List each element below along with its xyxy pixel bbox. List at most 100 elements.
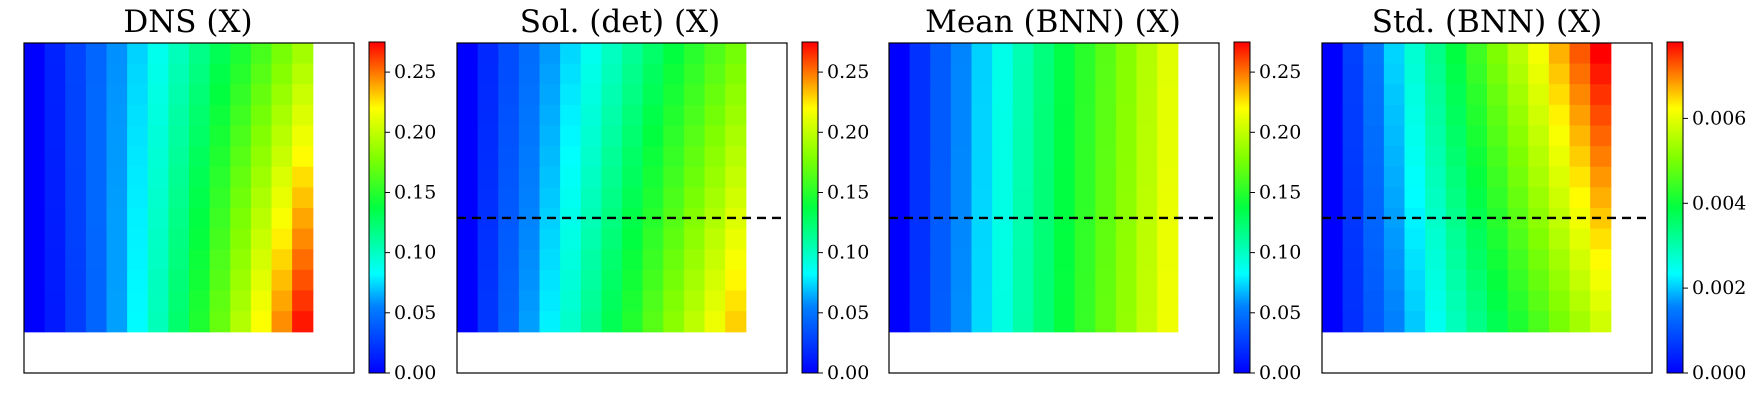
heatmap-cell [539,146,561,168]
heatmap-cell [24,166,46,188]
heatmap-cell [1507,104,1529,127]
heatmap-cell [1569,166,1591,188]
heatmap-cell [580,166,602,188]
heatmap-cell [1115,166,1138,188]
heatmap-cell [24,63,46,85]
heatmap-cell [1507,249,1529,271]
heatmap-cell [1466,187,1488,209]
heatmap-cell [271,104,293,127]
heatmap-cell [1404,269,1426,292]
heatmap-cell [1383,187,1406,209]
heatmap-cell [1033,311,1055,333]
heatmap-cell [498,125,520,147]
heatmap-cell [663,269,685,292]
heatmap-cell [909,104,931,127]
heatmap-cell [1363,146,1385,168]
heatmap-cell [209,104,231,127]
heatmap-cell [1466,63,1488,85]
heatmap-cell [1404,63,1426,85]
colorbar-tick-label: 0.25 [1259,61,1301,83]
heatmap-cell [24,84,46,106]
heatmap-cell [85,249,108,271]
heatmap-cell [1115,43,1138,65]
heatmap-cell [539,63,561,85]
heatmap-cell [930,290,952,312]
heatmap-cell [127,146,149,168]
heatmap-cell [1590,125,1612,147]
heatmap-cell [601,63,623,85]
heatmap-cell [971,269,993,292]
heatmap-cell [209,228,231,250]
heatmap-cell [1363,166,1385,188]
colorbar-tick-label: 0.15 [1259,182,1301,204]
colorbar-tick-label: 0.10 [827,242,869,264]
heatmap-cell [477,166,499,188]
heatmap-cell [457,311,479,333]
heatmap-cell [663,166,685,188]
heatmap-cell [168,208,190,230]
heatmap-cell [1425,43,1447,65]
heatmap-cell [992,249,1014,271]
heatmap-cell [642,104,664,127]
heatmap-cell [85,84,108,106]
heatmap-cell [1569,187,1591,209]
heatmap-cell [1157,146,1179,168]
heatmap-cell [560,228,582,250]
heatmap-cell [1054,146,1076,168]
heatmap-cell [250,269,273,292]
heatmap-cell [930,43,952,65]
heatmap-cell [1033,43,1055,65]
heatmap-cell [580,146,602,168]
heatmap-cell [930,125,952,147]
heatmap-cell [1590,228,1612,250]
heatmap-cell [601,249,623,271]
heatmap-cell [147,311,169,333]
heatmap-cell [971,84,993,106]
heatmap-cell [1445,228,1467,250]
colorbar-tick-label: 0.05 [394,302,436,324]
heatmap-cell [1487,125,1509,147]
colorbar-tick-label: 0.25 [394,61,436,83]
heatmap-cell [292,249,314,271]
panel-title: Mean (BNN) (X) [925,4,1181,40]
heatmap-cell [1054,228,1076,250]
heatmap-cell [1445,104,1467,127]
heatmap-cell [1363,104,1385,127]
heatmap-cell [1115,125,1138,147]
heatmap-cell [24,269,46,292]
heatmap-cell [1425,290,1447,312]
heatmap-cell [683,269,706,292]
heatmap-cell [1136,146,1158,168]
heatmap-cell [230,187,252,209]
heatmap-cell [725,63,747,85]
heatmap-cell [539,311,561,333]
heatmap-cell [601,187,623,209]
heatmap-cell [1404,290,1426,312]
colorbar [801,41,819,374]
heatmap-cell [498,228,520,250]
heatmap-cell [1466,249,1488,271]
heatmap-cell [1136,269,1158,292]
heatmap-cell [1528,311,1550,333]
heatmap-cell [1487,228,1509,250]
heatmap-cell [971,146,993,168]
heatmap-cell [477,311,499,333]
heatmap-cell [950,187,973,209]
heatmap-cell [601,84,623,106]
colorbar-tick-label: 0.20 [394,121,436,143]
heatmap-cell [189,125,211,147]
heatmap-cell [725,43,747,65]
heatmap-cell [971,63,993,85]
heatmap-cell [1425,228,1447,250]
heatmap-cell [518,166,541,188]
heatmap-cell [642,311,664,333]
heatmap-cell [560,290,582,312]
heatmap-cell [127,228,149,250]
heatmap-cell [457,146,479,168]
heatmap-cell [950,269,973,292]
heatmap-cell [1054,187,1076,209]
heatmap-cell [971,43,993,65]
heatmap-cell [518,311,541,333]
heatmap-cell [1425,269,1447,292]
